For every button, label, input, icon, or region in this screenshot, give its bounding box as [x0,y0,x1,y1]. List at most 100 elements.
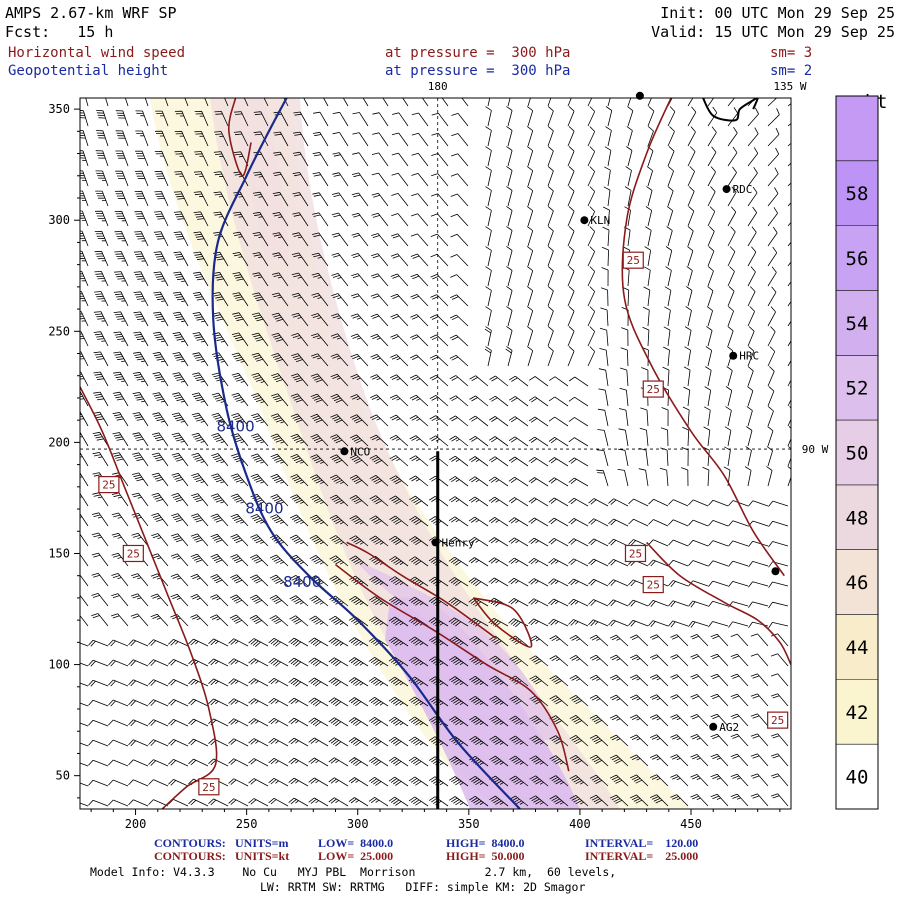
wind-barb [250,574,269,587]
wind-barb [451,153,469,167]
wind-barb [95,150,109,167]
wind-barb [706,306,713,327]
wind-barb [547,226,554,247]
wind-barb [508,537,529,547]
wind-barb [448,536,469,547]
wind-barb [626,126,633,147]
wind-contour-line-2 [346,541,496,639]
wind-barb [194,110,209,127]
wind-barb [350,313,369,327]
wind-barb [290,393,309,407]
wind-barb [668,620,689,628]
wind-barb [312,212,329,227]
wind-barb [489,635,509,647]
wind-barb [372,132,389,147]
wind-barb [750,633,769,647]
wind-barb [547,326,554,347]
wind-contour-label: 25 [647,579,660,592]
wind-barb [730,713,749,727]
wind-contour-label-box [642,575,664,594]
wind-barb [448,716,469,727]
wind-barb [787,320,791,327]
wind-barb [191,432,209,447]
wind-barb [350,374,369,387]
wind-barb [371,212,389,227]
wind-barb [450,294,469,307]
wind-barb [228,658,249,667]
wind-barb [272,212,289,227]
wind-barb [450,274,469,287]
wind-barb [569,755,589,767]
wind-barb [747,246,757,267]
wind-barb [410,233,429,247]
wind-barb [370,394,389,407]
wind-barb [290,433,309,447]
wind-barb [509,775,529,787]
wind-barb [630,734,649,747]
wind-barb [370,293,389,307]
wind-barb [506,166,513,187]
wind-barb [428,656,449,667]
wind-barb [134,211,149,227]
wind-barb [587,246,596,267]
wind-barb [308,737,329,747]
wind-barb [450,233,469,247]
wind-barb [94,230,109,247]
wind-barb [153,231,169,247]
wind-barb [230,594,249,607]
wind-barb [687,98,694,107]
wind-barb [548,477,569,487]
wind-barb [92,411,109,427]
wind-barb [547,266,554,287]
wind-barb [683,386,691,407]
wind-barb [667,126,675,147]
wind-barb [569,735,589,747]
wind-barb [747,166,758,187]
wind-barb [232,272,249,287]
field1-sm: sm= 3 [770,45,812,61]
wind-barb [642,306,650,327]
wind-barb [451,113,469,127]
wind-barb [252,252,269,267]
wind-barb [111,593,129,607]
wind-barb [288,777,309,787]
wind-barb [548,416,569,427]
wind-barb [251,393,269,407]
wind-barb [349,495,369,507]
wind-barb [173,291,189,307]
wind-barb [250,554,269,567]
wind-barb [450,173,469,187]
wind-barb [228,718,249,727]
wind-barb [767,147,780,167]
wind-barb [660,427,669,447]
wind-barb [128,699,149,707]
wind-barb [93,351,109,367]
wind-barb [747,127,759,147]
wind-barb [229,614,249,627]
init-time: Init: 00 UTC Mon 29 Sep 25 [660,4,895,22]
wind-barb [152,432,169,447]
wind-barb [410,314,429,327]
wind-barb [292,212,309,227]
wind-barb [331,252,349,267]
wind-barb [402,98,409,107]
wind-barb [728,581,749,588]
wind-barb [469,415,489,427]
wind-barb [529,735,549,747]
wind-barb [80,391,89,407]
wind-barb [599,348,609,367]
wind-barb [428,516,449,527]
wind-barb [369,434,389,447]
wind-barb [448,556,469,567]
wind-barb [328,757,349,767]
wind-barb [710,673,729,687]
wind-barb [727,186,737,207]
wind-barb [639,427,649,447]
wind-barb [506,306,513,327]
wind-barb [194,131,209,147]
wind-barb [469,635,489,647]
wind-barb [529,795,549,807]
wind-barb [728,540,749,547]
wind-barb [328,737,349,747]
